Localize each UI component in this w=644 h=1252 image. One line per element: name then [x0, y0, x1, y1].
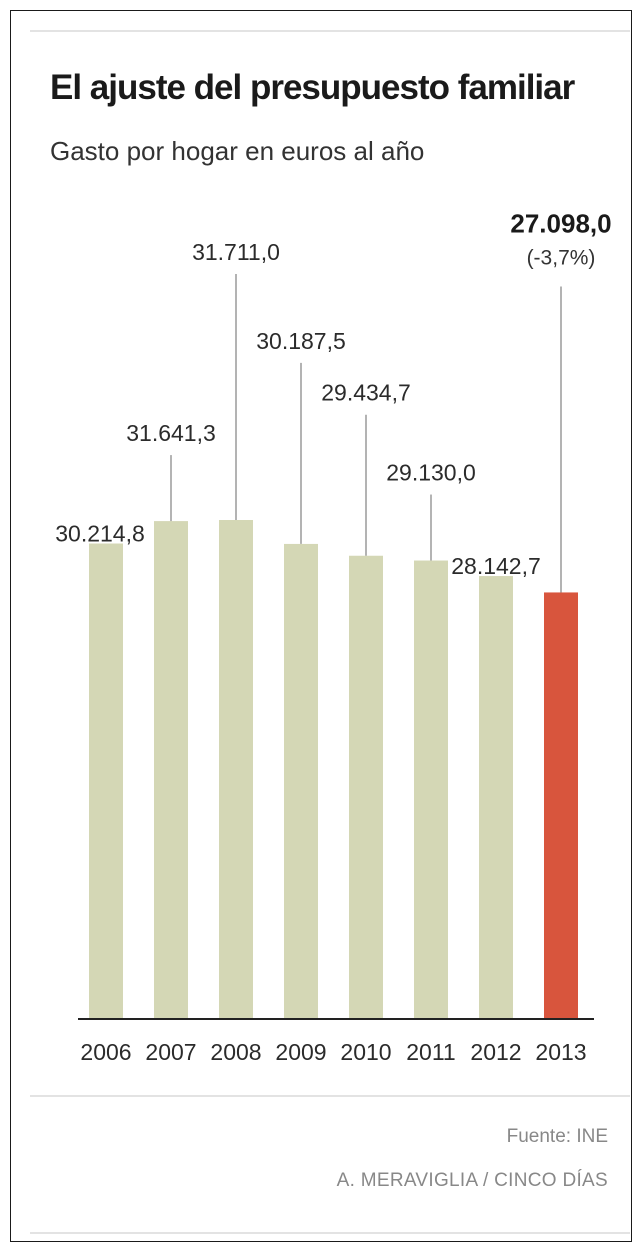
top-divider [30, 30, 630, 32]
x-tick-2006: 2006 [80, 1039, 131, 1065]
bar-2008 [219, 520, 253, 1018]
value-label-2009: 30.187,5 [256, 328, 346, 354]
bar-2011 [414, 560, 448, 1018]
x-tick-2011: 2011 [406, 1039, 455, 1065]
value-label-2012: 28.142,7 [451, 553, 541, 579]
value-label-2010: 29.434,7 [321, 380, 411, 406]
source-note: Fuente: INE [506, 1126, 608, 1147]
x-tick-2012: 2012 [470, 1039, 521, 1065]
x-tick-2008: 2008 [210, 1039, 261, 1065]
chart-title: El ajuste del presupuesto familiar [50, 68, 575, 107]
x-tick-2010: 2010 [340, 1039, 391, 1065]
change-label-2013: (-3,7%) [527, 246, 596, 269]
bottom-divider [30, 1232, 630, 1234]
bar-2013 [544, 592, 578, 1018]
credit-note: A. MERAVIGLIA / CINCO DÍAS [336, 1170, 608, 1191]
x-tick-2009: 2009 [275, 1039, 326, 1065]
footer-divider [30, 1095, 630, 1097]
bar-2010 [349, 555, 383, 1018]
x-tick-2007: 2007 [145, 1039, 196, 1065]
bar-2006 [89, 543, 123, 1018]
bar-2009 [284, 543, 318, 1018]
value-label-2008: 31.711,0 [192, 239, 280, 265]
value-label-2013: 27.098,0 [510, 208, 611, 238]
x-tick-2013: 2013 [535, 1039, 586, 1065]
value-label-2007: 31.641,3 [126, 420, 216, 446]
value-label-2006: 30.214,8 [55, 520, 145, 546]
chart-subtitle: Gasto por hogar en euros al año [50, 136, 425, 166]
bar-2007 [154, 521, 188, 1018]
bar-2012 [479, 576, 513, 1018]
value-label-2011: 29.130,0 [386, 460, 476, 486]
